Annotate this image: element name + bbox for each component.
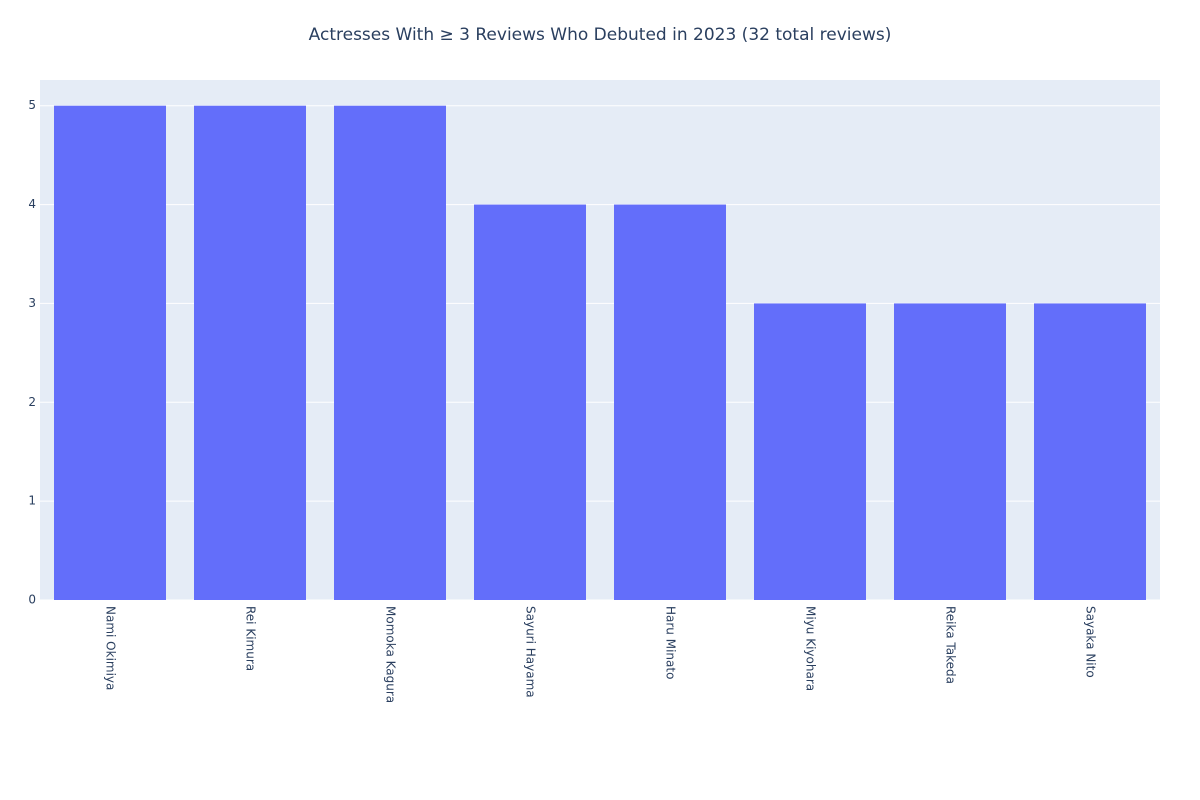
x-tick-label: Nami Okimiya	[104, 606, 118, 690]
y-tick-label: 2	[28, 395, 36, 409]
bar	[614, 204, 726, 600]
bar	[1034, 303, 1146, 600]
y-tick-label: 3	[28, 296, 36, 310]
x-tick-label: Miyu Kiyohara	[804, 606, 818, 691]
y-tick-label: 4	[28, 197, 36, 211]
x-tick-label: Rei Kimura	[244, 606, 258, 671]
bar	[334, 105, 446, 600]
bar	[474, 204, 586, 600]
x-tick-label: Sayaka Nito	[1084, 606, 1098, 678]
x-tick-label: Sayuri Hayama	[524, 606, 538, 698]
x-tick-label: Reika Takeda	[944, 606, 958, 684]
x-tick-label: Haru Minato	[664, 606, 678, 679]
bar	[894, 303, 1006, 600]
x-tick-label: Momoka Kagura	[384, 606, 398, 703]
bar	[754, 303, 866, 600]
bar	[54, 105, 166, 600]
y-tick-label: 0	[28, 593, 36, 607]
y-tick-label: 5	[28, 98, 36, 112]
bar	[194, 105, 306, 600]
chart-title: Actresses With ≥ 3 Reviews Who Debuted i…	[309, 25, 892, 45]
y-tick-label: 1	[28, 494, 36, 508]
